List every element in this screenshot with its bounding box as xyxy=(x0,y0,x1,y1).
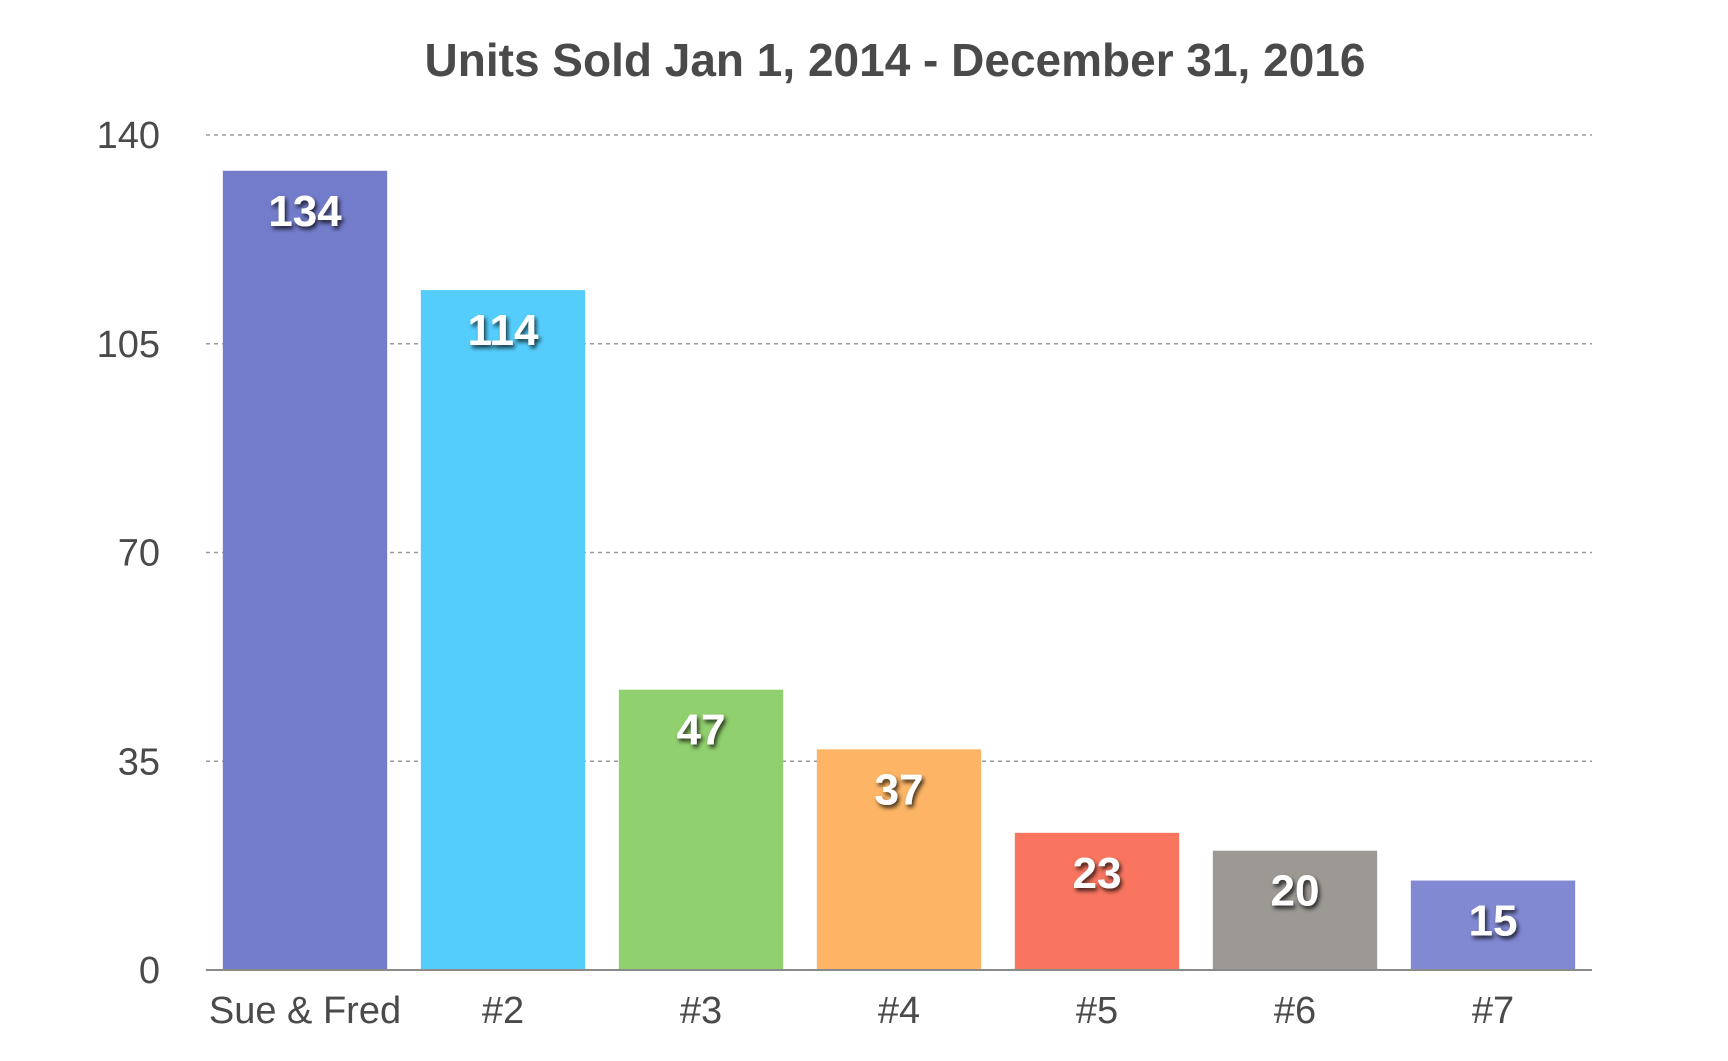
bar-data-label: 134 xyxy=(268,187,342,236)
y-tick-label: 140 xyxy=(97,115,160,157)
bar xyxy=(618,689,784,970)
y-tick-label: 105 xyxy=(97,324,160,366)
y-tick-label: 35 xyxy=(118,741,160,783)
x-tick-label: Sue & Fred xyxy=(209,990,401,1032)
bar-data-label: 37 xyxy=(875,765,924,814)
bars xyxy=(222,170,1576,971)
x-tick-label: #7 xyxy=(1472,990,1514,1032)
bar-data-label: 23 xyxy=(1073,849,1122,898)
bar xyxy=(222,170,388,971)
bar xyxy=(1410,880,1576,970)
y-tick-label: 70 xyxy=(118,533,160,575)
x-tick-label: #6 xyxy=(1274,990,1316,1032)
bar xyxy=(1212,850,1378,970)
bar xyxy=(420,290,586,971)
y-tick-label: 0 xyxy=(139,950,160,992)
x-tick-label: #5 xyxy=(1076,990,1118,1032)
x-tick-label: #4 xyxy=(878,990,920,1032)
data-labels: 134 114 47 37 23 20 15 xyxy=(268,187,1517,946)
bar xyxy=(816,749,982,970)
y-axis-ticks: 0 35 70 105 140 xyxy=(97,115,160,992)
bar-data-label: 15 xyxy=(1469,897,1518,946)
bar xyxy=(1014,832,1180,970)
x-axis-ticks: Sue & Fred #2 #3 #4 #5 #6 #7 xyxy=(209,990,1514,1032)
chart-title: Units Sold Jan 1, 2014 - December 31, 20… xyxy=(425,34,1366,86)
x-tick-label: #3 xyxy=(680,990,722,1032)
x-tick-label: #2 xyxy=(482,990,524,1032)
bar-data-label: 20 xyxy=(1271,867,1320,916)
gridlines xyxy=(206,134,1592,762)
bar-data-label: 47 xyxy=(677,706,726,755)
bar-data-label: 114 xyxy=(468,306,540,355)
